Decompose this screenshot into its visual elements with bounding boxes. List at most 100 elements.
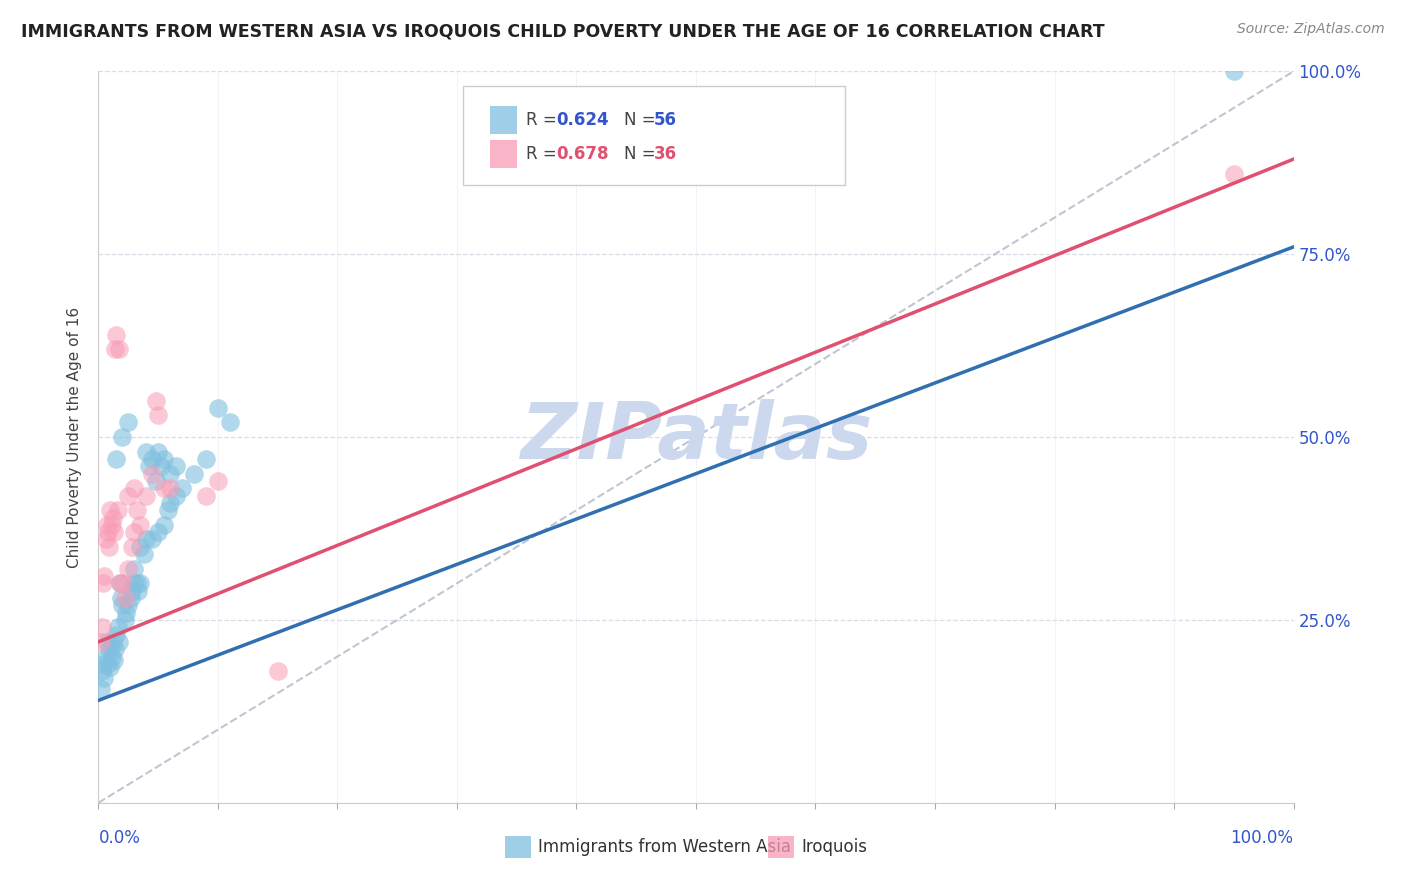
FancyBboxPatch shape: [463, 86, 845, 185]
Point: [165, 459, 187, 474]
Point: [124, 525, 146, 540]
Point: [91, 664, 114, 678]
Point: [159, 481, 181, 495]
Point: [124, 562, 146, 576]
Point: [124, 481, 146, 495]
Point: [135, 489, 157, 503]
Point: [124, 576, 146, 591]
Point: [98, 503, 122, 517]
Point: [135, 533, 157, 547]
Text: ZIPatlas: ZIPatlas: [520, 399, 872, 475]
Point: [138, 459, 160, 474]
Point: [96, 635, 118, 649]
Point: [117, 416, 139, 430]
Point: [90, 682, 112, 697]
Point: [125, 576, 148, 591]
Point: [101, 510, 124, 524]
Point: [141, 467, 163, 481]
Point: [111, 599, 134, 613]
Point: [110, 591, 132, 605]
Point: [125, 503, 148, 517]
Point: [98, 642, 121, 657]
Point: [145, 474, 167, 488]
Bar: [491, 140, 517, 168]
Point: [100, 517, 122, 532]
Point: [93, 569, 115, 583]
Point: [129, 540, 152, 554]
Text: N =: N =: [624, 145, 661, 163]
Text: 56: 56: [654, 111, 678, 128]
Text: R =: R =: [526, 111, 562, 128]
Point: [94, 649, 117, 664]
Point: [172, 481, 194, 495]
Point: [104, 642, 127, 657]
Text: R =: R =: [526, 145, 562, 163]
Text: Source: ZipAtlas.com: Source: ZipAtlas.com: [1237, 22, 1385, 37]
Point: [145, 393, 167, 408]
Text: 0.678: 0.678: [557, 145, 609, 163]
Point: [107, 503, 129, 517]
Point: [207, 474, 229, 488]
Point: [103, 525, 125, 540]
Point: [132, 547, 155, 561]
Point: [129, 517, 152, 532]
Point: [148, 444, 170, 458]
Point: [107, 635, 129, 649]
Point: [148, 525, 170, 540]
Point: [98, 540, 121, 554]
Point: [1223, 64, 1246, 78]
Point: [107, 343, 129, 357]
Point: [115, 606, 138, 620]
Point: [141, 533, 163, 547]
Point: [91, 576, 114, 591]
Point: [117, 562, 139, 576]
Point: [111, 430, 134, 444]
Point: [108, 576, 131, 591]
Point: [105, 627, 128, 641]
Point: [114, 591, 136, 605]
Point: [108, 576, 131, 591]
Text: 0.0%: 0.0%: [98, 829, 141, 847]
Point: [219, 416, 242, 430]
Text: N =: N =: [624, 111, 661, 128]
Point: [93, 672, 115, 686]
Point: [97, 525, 120, 540]
Text: Iroquois: Iroquois: [801, 838, 868, 855]
Point: [141, 452, 163, 467]
Point: [96, 517, 118, 532]
Point: [267, 664, 290, 678]
Bar: [768, 836, 794, 858]
Point: [153, 481, 176, 495]
Point: [156, 503, 179, 517]
Text: 36: 36: [654, 145, 678, 163]
Point: [127, 583, 149, 598]
Point: [153, 517, 176, 532]
Point: [195, 489, 218, 503]
Text: Immigrants from Western Asia: Immigrants from Western Asia: [538, 838, 792, 855]
Point: [103, 653, 125, 667]
Point: [105, 327, 128, 342]
Point: [114, 613, 136, 627]
Point: [104, 343, 127, 357]
Point: [117, 489, 139, 503]
Point: [101, 635, 124, 649]
Point: [121, 583, 143, 598]
Point: [91, 657, 114, 671]
Point: [159, 496, 181, 510]
Point: [1223, 167, 1246, 181]
Text: 0.624: 0.624: [557, 111, 609, 128]
Point: [97, 657, 120, 671]
Point: [183, 467, 205, 481]
Point: [100, 649, 122, 664]
Point: [120, 591, 142, 605]
Point: [149, 459, 172, 474]
Y-axis label: Child Poverty Under the Age of 16: Child Poverty Under the Age of 16: [67, 307, 83, 567]
Point: [117, 599, 139, 613]
Text: IMMIGRANTS FROM WESTERN ASIA VS IROQUOIS CHILD POVERTY UNDER THE AGE OF 16 CORRE: IMMIGRANTS FROM WESTERN ASIA VS IROQUOIS…: [21, 22, 1105, 40]
Point: [111, 576, 134, 591]
Point: [107, 620, 129, 634]
Point: [135, 444, 157, 458]
Point: [148, 408, 170, 422]
Text: 100.0%: 100.0%: [1230, 829, 1294, 847]
Point: [91, 620, 114, 634]
